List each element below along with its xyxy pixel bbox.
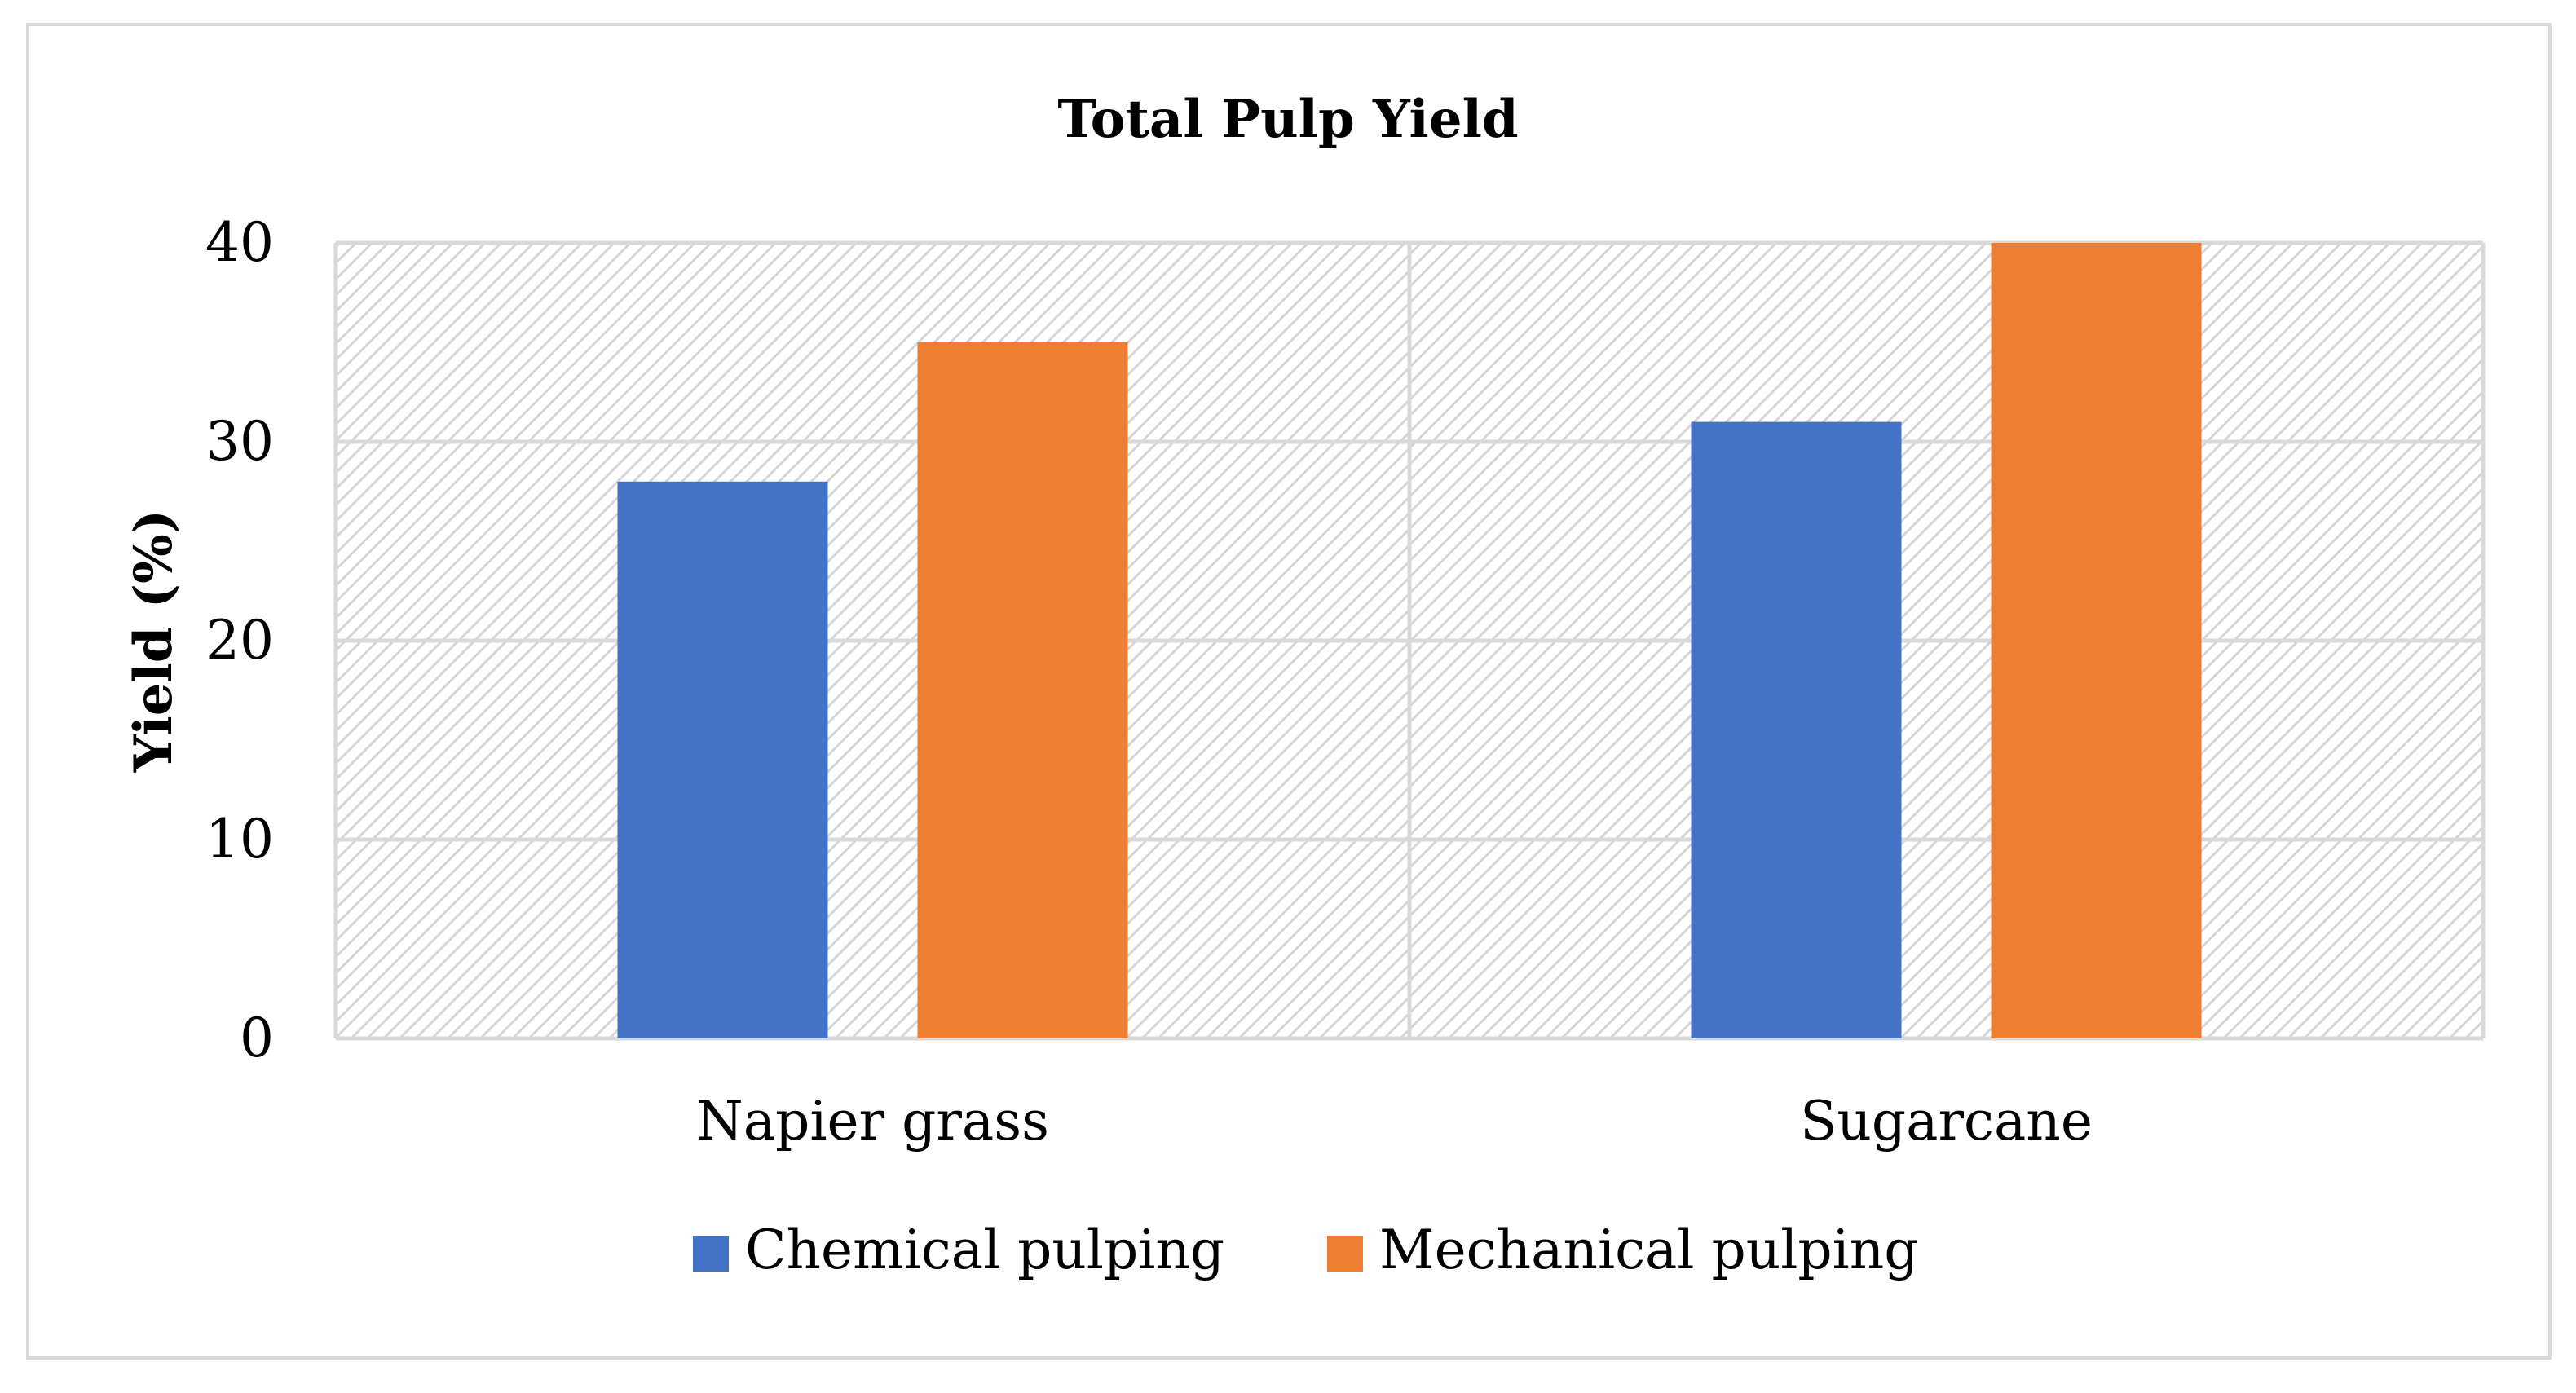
y-axis-ticks: 0 10 20 30 40 [205, 211, 274, 1069]
y-axis-label: Yield (%) [123, 509, 184, 773]
legend-label-mechanical-pulping: Mechanical pulping [1379, 1219, 1918, 1281]
y-tick-label-20: 20 [205, 609, 274, 672]
legend-swatch-chemical-pulping [693, 1236, 729, 1272]
legend-label-chemical-pulping: Chemical pulping [745, 1219, 1224, 1281]
bar-chemical-pulping-napier-grass [617, 481, 828, 1038]
bar-mechanical-pulping-sugarcane [1991, 243, 2202, 1038]
y-tick-label-10: 10 [205, 808, 274, 871]
legend: Chemical pulping Mechanical pulping [693, 1219, 1918, 1281]
y-tick-label-0: 0 [240, 1007, 274, 1069]
x-category-label-sugarcane: Sugarcane [1800, 1090, 2093, 1153]
x-axis-categories: Napier grass Sugarcane [696, 1090, 2093, 1153]
bar-mechanical-pulping-napier-grass [917, 342, 1128, 1038]
y-tick-label-30: 30 [205, 410, 274, 473]
bar-chemical-pulping-sugarcane [1691, 421, 1902, 1038]
legend-swatch-mechanical-pulping [1327, 1236, 1363, 1272]
bars [617, 243, 2202, 1038]
x-category-label-napier-grass: Napier grass [696, 1090, 1049, 1153]
y-tick-label-40: 40 [205, 211, 274, 274]
chart-title: Total Pulp Yield [1057, 89, 1518, 150]
